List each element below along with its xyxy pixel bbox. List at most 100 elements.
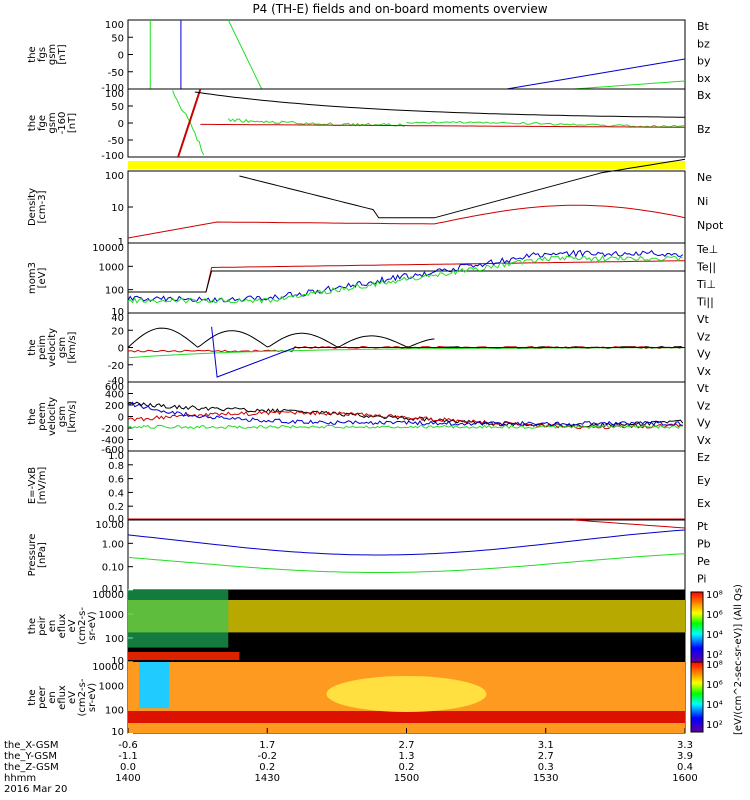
legend-entry: Ex	[697, 497, 711, 510]
y-tick-label: 0	[118, 51, 124, 62]
colorbar-tick: 10⁶	[706, 680, 723, 691]
panel-peir: the peir en eflux eV (cm2-s-sr-eV) 10000 1000 10…	[27, 590, 685, 667]
colorbar: 10⁸10⁶10⁴10²10⁸10⁶10⁴10² [eV/(cm^2-sec-sr…	[691, 584, 744, 735]
legend-entry: Pe	[697, 555, 710, 568]
y-tick-label: 0.8	[108, 461, 124, 472]
y-tick-label: 20	[111, 326, 124, 337]
legend-entry: Bt	[697, 20, 710, 33]
x-tick-label: 1530	[533, 773, 558, 784]
legend-entry: Vz	[697, 330, 711, 343]
panel-efield: E=-VxB [mV/m] 1.00.8 0.6 0.4 0.20.0 Ez Ey Ex	[27, 451, 711, 525]
legend-entry: Ti||	[696, 296, 714, 309]
legend-entry: Vx	[697, 365, 712, 378]
x-tick-label: 3.1	[538, 740, 554, 751]
legend-entry: Npot	[697, 219, 724, 232]
plot-title: P4 (TH-E) fields and on-board moments ov…	[252, 2, 547, 16]
x-tick-label: 0.3	[538, 762, 554, 773]
legend-entry: by	[697, 55, 711, 68]
y-tick-label: 50	[111, 33, 124, 44]
y-tick-label: 0	[118, 119, 124, 130]
x-tick-label: 1430	[255, 773, 280, 784]
panel-temp: mom3 [eV]10000100010010Te⊥Te||Ti⊥Ti||	[27, 243, 718, 318]
x-tick-label: -0.6	[118, 740, 138, 751]
x-tick-label: -1.1	[118, 751, 138, 762]
colorbar-tick: 10⁴	[706, 700, 723, 711]
x-tick-label: 2.7	[399, 740, 415, 751]
x-tick-label: 1500	[394, 773, 419, 784]
y-tick-label: -50	[108, 68, 124, 79]
y-tick-label: 1000	[99, 682, 124, 693]
y-tick-label: 0	[118, 413, 124, 424]
x-tick-label: 1.3	[399, 751, 415, 762]
panel-fgs: the fgs gsm [nT]100500-50-100Btbzbybx	[27, 20, 711, 94]
y-tick-label: 50	[111, 102, 124, 113]
panel-density: Density [cm-3]100101NeNiNpot	[27, 159, 724, 248]
legend-entry: Pi	[697, 573, 706, 586]
y-tick-label: 100	[105, 705, 124, 716]
legend-entry: Ey	[697, 474, 711, 487]
y-tick-label: 1.00	[102, 539, 124, 550]
y-tick-label: 100	[105, 171, 124, 182]
y-tick-label: 100	[105, 634, 124, 645]
y-axis-label: [nT]	[57, 44, 68, 64]
x-row-label: the_X-GSM	[4, 740, 58, 751]
y-tick-label: 200	[105, 401, 124, 412]
x-tick-label: 0.2	[259, 762, 275, 773]
legend-entry: Vy	[697, 348, 711, 361]
y-tick-label: 10000	[92, 662, 124, 673]
colorbar-tick: 10⁶	[706, 610, 723, 621]
x-axis: the_X-GSM -0.6 1.7 2.7 3.1 3.3the_Y-GSM -1.1 -0…	[4, 728, 698, 795]
legend-entry: Ne	[697, 171, 712, 184]
panel-frame	[128, 451, 685, 520]
spectrogram-band	[128, 590, 228, 648]
yellow-bar	[128, 161, 685, 169]
x-tick-label: 0.0	[120, 762, 136, 773]
y-tick-label: 0.6	[108, 475, 124, 486]
y-tick-label: 0.10	[102, 563, 124, 574]
legend-entry: Ez	[697, 451, 710, 464]
y-axis-label: [km/s]	[67, 400, 78, 432]
panel-frame	[128, 171, 685, 243]
y-tick-label: 10000	[92, 590, 124, 601]
legend-entry: Vz	[697, 399, 711, 412]
legend-entry: Ni	[697, 195, 708, 208]
x-tick-label: 0.4	[677, 762, 693, 773]
y-tick-label: 10.00	[95, 520, 124, 531]
legend-entry: Pt	[697, 520, 709, 533]
y-tick-label: -20	[108, 361, 124, 372]
y-axis-label: [cm-3]	[37, 190, 48, 223]
colorbar-label: [eV/(cm^2-sec-sr-eV)] (All Qs)	[733, 584, 744, 735]
x-tick-label: 0.2	[399, 762, 415, 773]
y-tick-label: 0	[118, 344, 124, 355]
y-tick-label: 10	[111, 203, 124, 214]
spectrogram-band	[139, 662, 169, 708]
legend-entry: Vy	[697, 417, 711, 430]
colorbar-tick: 10⁴	[706, 630, 723, 641]
legend-entry: Vt	[697, 313, 710, 326]
legend-entry: Te||	[696, 261, 716, 274]
legend-entry: bz	[697, 37, 710, 50]
y-tick-label: 0.2	[108, 502, 124, 513]
y-axis-label: sr-eV)	[87, 611, 98, 640]
y-tick-label: -50	[108, 136, 124, 147]
x-tick-label: 3.9	[677, 751, 693, 762]
y-tick-label: 10000	[92, 243, 124, 254]
x-tick-label: 1600	[672, 773, 697, 784]
panel-fge: the fge gsm -160 [nT]100500-50-100BxBz	[27, 89, 712, 169]
panel-peim: the peim velocity gsm [km/s] 40 20 0 -20 -40 Vt Vz V…	[27, 313, 712, 387]
y-axis-label: [eV]	[37, 268, 48, 289]
y-axis-label: [mV/m]	[37, 467, 48, 505]
y-tick-label: 10	[111, 727, 124, 738]
legend-entry: Vx	[697, 434, 712, 447]
y-tick-label: 1000	[99, 262, 124, 273]
y-tick-label: -100	[101, 151, 124, 162]
x-tick-label: 1.7	[259, 740, 275, 751]
colorbar-tick: 10²	[706, 720, 723, 731]
colorbar-bottom	[691, 662, 703, 732]
panel-pressure: Pressure [nPa] 10.00 1.00 0.10 0.01 Pt Pb Pe Pi	[27, 520, 711, 595]
legend-entry: Pb	[697, 538, 711, 551]
y-tick-label: -200	[101, 424, 124, 435]
legend-entry: bx	[697, 72, 711, 85]
x-tick-label: 1400	[115, 773, 140, 784]
